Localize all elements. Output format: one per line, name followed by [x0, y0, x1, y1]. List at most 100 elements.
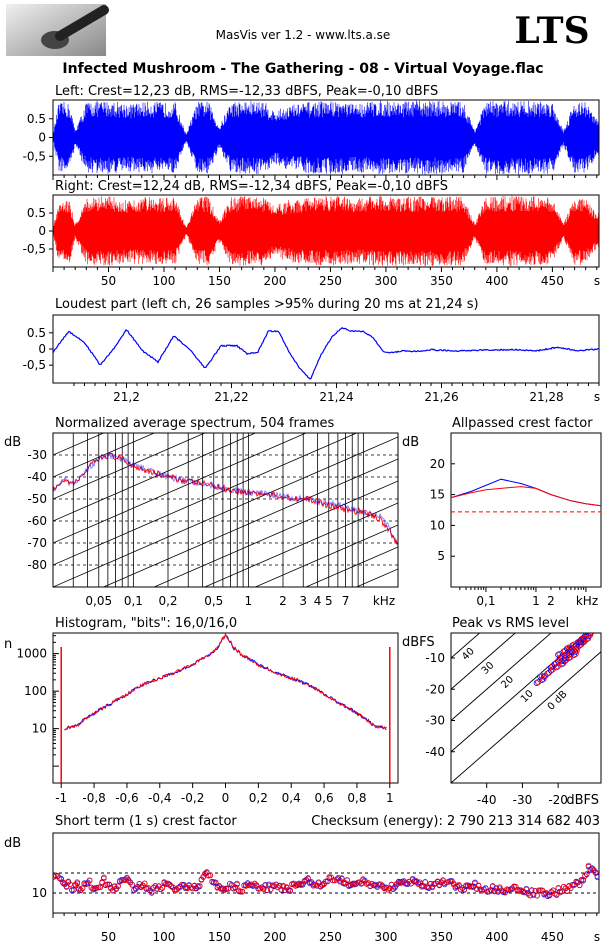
shortcrest-xtick-unit: s	[594, 930, 600, 944]
right-xtick-label: 250	[319, 274, 342, 288]
peakrms-crest-line	[451, 651, 601, 783]
shortcrest-point-right	[115, 883, 121, 890]
shortcrest-point-right	[477, 886, 484, 892]
shortcrest-point-right	[255, 885, 262, 892]
right-ytick-label: 0.5	[27, 206, 46, 220]
peakrms-ytick-label: -10	[425, 651, 445, 665]
peakrms-point-right	[535, 679, 542, 686]
spectrum-ytick-label: -80	[27, 558, 47, 572]
loudest-xtick-label: 21,28	[529, 390, 563, 404]
loudest-xtick-label: 21,22	[214, 390, 248, 404]
shortcrest-point-right	[583, 871, 590, 877]
peakrms-point-left	[544, 670, 551, 677]
spectrum-xtick-label: 3	[299, 594, 307, 608]
shortcrest-point-right	[379, 883, 386, 890]
spectrum-title: Normalized average spectrum, 504 frames	[55, 416, 334, 431]
shortcrest-xtick-label: 100	[153, 930, 176, 944]
shortcrest-point-right	[67, 881, 73, 888]
shortcrest-point-right	[234, 881, 240, 888]
histogram-curves	[60, 633, 391, 783]
shortcrest-point-right	[534, 892, 540, 899]
shortcrest-point-right	[129, 882, 136, 888]
shortcrest-point-right	[198, 877, 205, 883]
spectrum-xtick-label: 7	[342, 594, 350, 608]
spectrum-ytick-label: -40	[27, 470, 47, 484]
right-xtick-label: 300	[374, 274, 397, 288]
shortcrest-point-right	[239, 888, 246, 895]
shortcrest-point-right	[560, 883, 567, 890]
shortcrest-point-right	[425, 884, 432, 890]
right-xtick-label: 350	[430, 274, 453, 288]
left-title: Left: Crest=12,23 dB, RMS=-12,33 dBFS, P…	[55, 84, 438, 99]
right-xtick-label: 50	[101, 274, 116, 288]
shortcrest-point-right	[568, 885, 574, 891]
allpass-ylabel: dB	[402, 435, 419, 450]
loudest-title: Loudest part (left ch, 26 samples >95% d…	[55, 297, 479, 312]
allpass-right-line	[451, 486, 601, 507]
spectrum-xtick-label: 5	[325, 594, 333, 608]
peakrms-point-left	[564, 645, 571, 652]
peakrms-crest-line	[451, 633, 552, 722]
shortcrest-point-right	[154, 886, 160, 892]
plot-layer: 0.50-0,50.50-0,550 100 150 200 250 300 350 400 4…	[16, 99, 602, 944]
histogram-xtick-label: 0,4	[282, 791, 301, 805]
peakrms-xtick-label: -30	[513, 793, 533, 807]
peakrms-point-left	[553, 664, 560, 671]
right-xtick-label: 400	[485, 274, 508, 288]
shortcrest-point-right	[385, 887, 391, 893]
left-samples	[53, 100, 599, 175]
spectrum-slope-line	[304, 546, 398, 587]
shortcrest-xtick-label: 450	[541, 930, 564, 944]
peakrms-point-left	[572, 648, 579, 655]
shortcrest-point-right	[566, 883, 572, 890]
spectrum-xtick-label: 0,1	[124, 594, 143, 608]
shortcrest-point-right	[532, 888, 539, 894]
app-title: MasVis ver 1.2 - www.lts.a.se	[216, 28, 391, 42]
loudest-xtick-label: 21,26	[424, 390, 458, 404]
spectrum-slope-line	[53, 433, 156, 478]
left-ytick-label: 0.5	[27, 112, 46, 126]
loudest-frame	[52, 314, 600, 384]
shortcrest-point-right	[125, 878, 132, 884]
allpass-xtick-label: 0,1	[476, 594, 495, 608]
shortcrest-xtick-label: 300	[374, 930, 397, 944]
histogram-xtick-label: -0,4	[148, 791, 171, 805]
shortcrest-point-right	[527, 892, 533, 899]
peakrms-xtick-label: -40	[477, 793, 497, 807]
peakrms-point-left	[565, 651, 572, 658]
shortcrest-point-right	[227, 880, 233, 887]
peakrms-point-left	[561, 658, 568, 665]
shortcrest-point-right	[95, 884, 102, 891]
peakrms-point-right	[586, 633, 593, 639]
shortcrest-point-right	[200, 873, 207, 880]
shortcrest-point-right	[157, 886, 164, 893]
shortcrest-ytick-label: 10	[32, 886, 47, 900]
histogram-left-line	[64, 635, 387, 731]
histogram-right-line	[64, 633, 387, 731]
shortcrest-point-right	[422, 879, 429, 885]
shortcrest-point-right	[328, 874, 334, 881]
spectrum-left-line	[53, 451, 398, 546]
peakrms-point-right	[562, 657, 570, 664]
peakrms-ytick-label: -30	[425, 714, 445, 728]
histogram-xtick-label: 0,8	[347, 791, 366, 805]
histogram-xtick-label: -0,8	[82, 791, 105, 805]
shortcrest-point-right	[196, 883, 203, 889]
shortcrest-point-right	[150, 884, 157, 891]
spectrum-slope-line	[53, 433, 308, 544]
peakrms-point-left	[539, 676, 546, 683]
shortcrest-point-right	[365, 880, 372, 886]
shortcrest-point-right	[250, 882, 256, 889]
right-ytick-label: -0,5	[23, 242, 46, 256]
shortcrest-point-right	[225, 885, 231, 892]
brand-logo: LTS	[514, 10, 589, 52]
shortcrest-point-right	[344, 877, 350, 883]
shortcrest-xtick-label: 250	[319, 930, 342, 944]
track-title: Infected Mushroom - The Gathering - 08 -…	[62, 61, 543, 77]
shortcrest-point-right	[456, 881, 462, 888]
peakrms-crest-label: 10	[519, 688, 536, 705]
peakrms-point-left	[548, 667, 555, 674]
histogram-ytick-label: 10	[32, 722, 47, 736]
right-samples	[53, 195, 599, 267]
